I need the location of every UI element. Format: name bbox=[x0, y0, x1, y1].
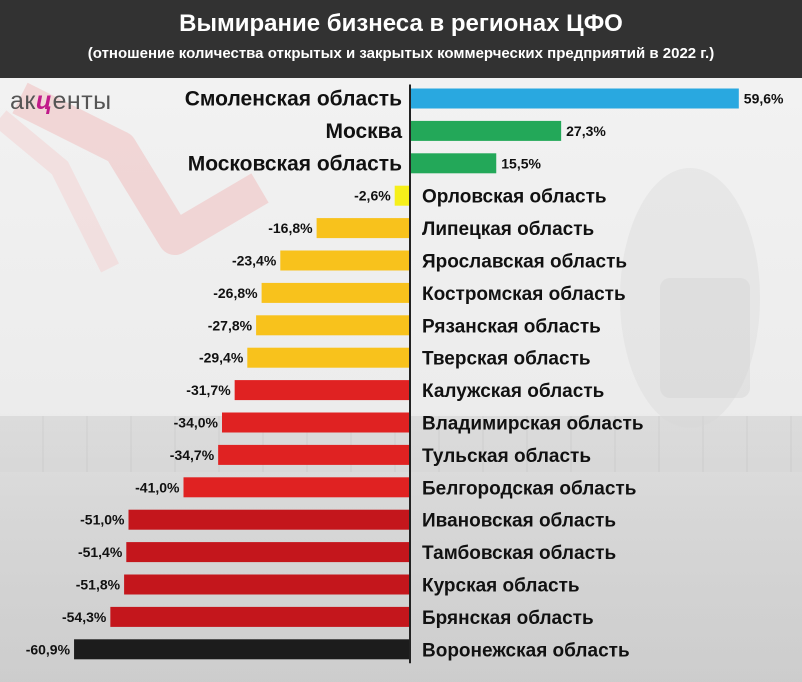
region-label: Ярославская область bbox=[422, 252, 627, 273]
region-label: Тверская область bbox=[422, 349, 591, 370]
bar-value-label: -41,0% bbox=[135, 479, 180, 495]
bar bbox=[261, 282, 409, 303]
bar-value-label: -51,8% bbox=[76, 577, 121, 593]
region-label: Ивановская область bbox=[422, 511, 616, 532]
bar bbox=[256, 315, 409, 336]
bar bbox=[394, 185, 409, 206]
bar bbox=[126, 542, 410, 563]
region-label: Орловская область bbox=[422, 187, 607, 208]
bar-value-label: -29,4% bbox=[199, 350, 244, 366]
bar bbox=[124, 574, 409, 595]
region-label: Брянская область bbox=[422, 608, 594, 629]
bar bbox=[411, 88, 739, 109]
region-label: Липецкая область bbox=[422, 219, 594, 240]
bar-row: -34,0% Владимирская область bbox=[174, 412, 644, 435]
bar bbox=[316, 218, 409, 239]
region-label: Тульская область bbox=[422, 446, 591, 467]
bar-value-label: -31,7% bbox=[186, 382, 231, 398]
bar-row: -60,9% Воронежская область bbox=[26, 639, 630, 661]
region-label: Курская область bbox=[422, 576, 580, 597]
region-label: Смоленская область bbox=[185, 88, 402, 111]
region-label: Тамбовская область bbox=[422, 543, 616, 564]
bar-value-label: -26,8% bbox=[213, 285, 258, 301]
bar bbox=[183, 477, 409, 498]
bar bbox=[110, 606, 409, 627]
bar-row: -2,6% Орловская область bbox=[354, 185, 607, 208]
background-arrow-icon bbox=[0, 82, 760, 428]
bar-row: 59,6% Смоленская область bbox=[185, 88, 784, 111]
bar bbox=[222, 412, 409, 433]
bar-row: -16,8% Липецкая область bbox=[268, 218, 594, 240]
logo-text-accent: ц bbox=[35, 87, 53, 115]
region-label: Рязанская область bbox=[422, 316, 601, 337]
region-label: Владимирская область bbox=[422, 414, 644, 435]
bar-value-label: -2,6% bbox=[354, 188, 391, 204]
bar-row: -54,3% Брянская область bbox=[62, 606, 594, 629]
bar-value-label: -23,4% bbox=[232, 253, 277, 269]
bar-value-label: -34,7% bbox=[170, 447, 215, 463]
bar-value-label: -51,4% bbox=[78, 544, 123, 560]
bar bbox=[280, 250, 409, 271]
chart-subtitle: (отношение количества открытых и закрыты… bbox=[87, 45, 715, 62]
region-label: Белгородская область bbox=[422, 478, 636, 499]
bar-row: -26,8% Костромская область bbox=[213, 282, 626, 305]
logo-text-end: енты bbox=[52, 87, 112, 115]
bar-value-label: 15,5% bbox=[501, 155, 541, 171]
bar-row: -34,7% Тульская область bbox=[170, 444, 591, 467]
logo: акценты bbox=[10, 87, 112, 116]
header: Вымирание бизнеса в регионах ЦФО (отноше… bbox=[0, 0, 802, 78]
bar-row: -23,4% Ярославская область bbox=[232, 250, 627, 273]
bar-value-label: -16,8% bbox=[268, 220, 313, 236]
bar-value-label: -54,3% bbox=[62, 609, 107, 625]
bar bbox=[234, 380, 409, 401]
bar-row: -51,0% Ивановская область bbox=[80, 509, 616, 532]
chart-title: Вымирание бизнеса в регионах ЦФО bbox=[179, 10, 623, 37]
bar-value-label: -51,0% bbox=[80, 512, 125, 528]
bar bbox=[74, 639, 410, 660]
bar bbox=[411, 153, 497, 174]
bar-value-label: 59,6% bbox=[744, 91, 784, 107]
region-label: Москва bbox=[325, 120, 402, 143]
bar bbox=[128, 509, 409, 530]
bar-row: 15,5% Московская область bbox=[188, 152, 542, 175]
bar-row: -29,4% Тверская область bbox=[199, 347, 591, 370]
bar bbox=[218, 444, 409, 465]
region-label: Костромская область bbox=[422, 284, 626, 305]
bar-row: -27,8% Рязанская область bbox=[208, 315, 601, 337]
bar-row: -51,8% Курская область bbox=[76, 574, 580, 597]
bar-value-label: -27,8% bbox=[208, 317, 253, 333]
bar-row: -31,7% Калужская область bbox=[186, 380, 604, 402]
region-label: Воронежская область bbox=[422, 640, 630, 661]
bar-value-label: -34,0% bbox=[174, 415, 219, 431]
bar-value-label: 27,3% bbox=[566, 123, 606, 139]
bar-row: -41,0% Белгородская область bbox=[135, 477, 636, 499]
region-label: Калужская область bbox=[422, 381, 604, 402]
bar-row: -51,4% Тамбовская область bbox=[78, 542, 616, 564]
bar-value-label: -60,9% bbox=[26, 641, 71, 657]
region-label: Московская область bbox=[188, 152, 402, 175]
logo-text-start: ак bbox=[10, 87, 36, 115]
bar-row: 27,3% Москва bbox=[325, 120, 606, 143]
bar bbox=[247, 347, 409, 368]
bar bbox=[411, 120, 562, 141]
